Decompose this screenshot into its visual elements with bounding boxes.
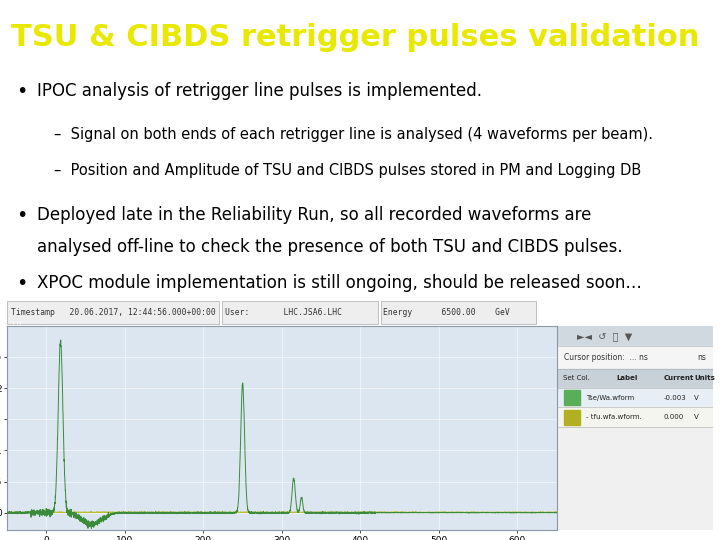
Text: –  Position and Amplitude of TSU and CIBDS pulses stored in PM and Logging DB: – Position and Amplitude of TSU and CIBD… xyxy=(54,163,642,178)
Text: ►◄  ↺  ⛔  ▼: ►◄ ↺ ⛔ ▼ xyxy=(577,331,632,341)
Text: Energy      6500.00    GeV: Energy 6500.00 GeV xyxy=(383,308,510,316)
Text: Tse/Wa.wform: Tse/Wa.wform xyxy=(586,395,634,401)
Bar xyxy=(558,346,713,369)
Text: analysed off-line to check the presence of both TSU and CIBDS pulses.: analysed off-line to check the presence … xyxy=(37,238,623,256)
Bar xyxy=(7,301,219,325)
Bar xyxy=(222,301,377,325)
Text: V: V xyxy=(694,395,699,401)
Bar xyxy=(564,390,580,406)
Text: V: V xyxy=(694,414,699,420)
Text: •: • xyxy=(16,206,27,225)
Text: ns: ns xyxy=(697,353,706,362)
Bar xyxy=(558,326,713,346)
Text: Units: Units xyxy=(694,375,715,381)
Text: -0.003: -0.003 xyxy=(663,395,686,401)
Text: Label: Label xyxy=(617,375,638,381)
Text: 1.0: 1.0 xyxy=(10,321,21,327)
Text: - tfu.wfa.wform.: - tfu.wfa.wform. xyxy=(586,414,642,420)
Text: Set Col.: Set Col. xyxy=(562,375,590,381)
Text: Cursor position:  ... ns: Cursor position: ... ns xyxy=(564,353,648,362)
Text: Deployed late in the Reliability Run, so all recorded waveforms are: Deployed late in the Reliability Run, so… xyxy=(37,206,592,224)
Text: •: • xyxy=(16,274,27,293)
Text: User:       LHC.JSA6.LHC: User: LHC.JSA6.LHC xyxy=(225,308,341,316)
Text: IPOC analysis of retrigger line pulses is implemented.: IPOC analysis of retrigger line pulses i… xyxy=(37,82,482,99)
Text: Current: Current xyxy=(663,375,693,381)
Bar xyxy=(558,427,713,530)
Text: •: • xyxy=(16,82,27,100)
Text: 0.000: 0.000 xyxy=(663,414,683,420)
Text: Timestamp   20.06.2017, 12:44:56.000+00:00: Timestamp 20.06.2017, 12:44:56.000+00:00 xyxy=(11,308,215,316)
Text: TSU & CIBDS retrigger pulses validation: TSU & CIBDS retrigger pulses validation xyxy=(11,23,699,52)
Text: XPOC module implementation is still ongoing, should be released soon…: XPOC module implementation is still ongo… xyxy=(37,274,642,292)
Bar xyxy=(558,388,713,408)
Bar xyxy=(558,408,713,427)
Text: –  Signal on both ends of each retrigger line is analysed (4 waveforms per beam): – Signal on both ends of each retrigger … xyxy=(54,127,653,142)
Bar xyxy=(558,369,713,388)
Bar xyxy=(381,301,536,325)
Bar xyxy=(564,409,580,425)
